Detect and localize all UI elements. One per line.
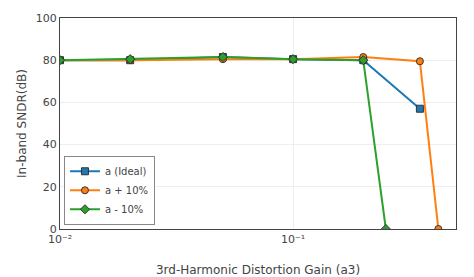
svg-text:10⁻²: 10⁻² <box>48 233 72 246</box>
svg-text:a + 10%: a + 10% <box>105 185 148 196</box>
svg-text:a (Ideal): a (Ideal) <box>105 166 147 177</box>
svg-text:0: 0 <box>50 223 57 236</box>
svg-text:a - 10%: a - 10% <box>105 204 143 215</box>
svg-text:20: 20 <box>43 181 57 194</box>
svg-text:60: 60 <box>43 96 57 109</box>
svg-text:40: 40 <box>43 138 57 151</box>
svg-text:3rd-Harmonic Distortion Gain (: 3rd-Harmonic Distortion Gain (a3) <box>156 263 360 277</box>
svg-text:10⁻¹: 10⁻¹ <box>281 233 305 246</box>
svg-text:100: 100 <box>36 12 57 25</box>
svg-text:80: 80 <box>43 54 57 67</box>
svg-text:In-band SNDR(dB): In-band SNDR(dB) <box>15 69 29 178</box>
